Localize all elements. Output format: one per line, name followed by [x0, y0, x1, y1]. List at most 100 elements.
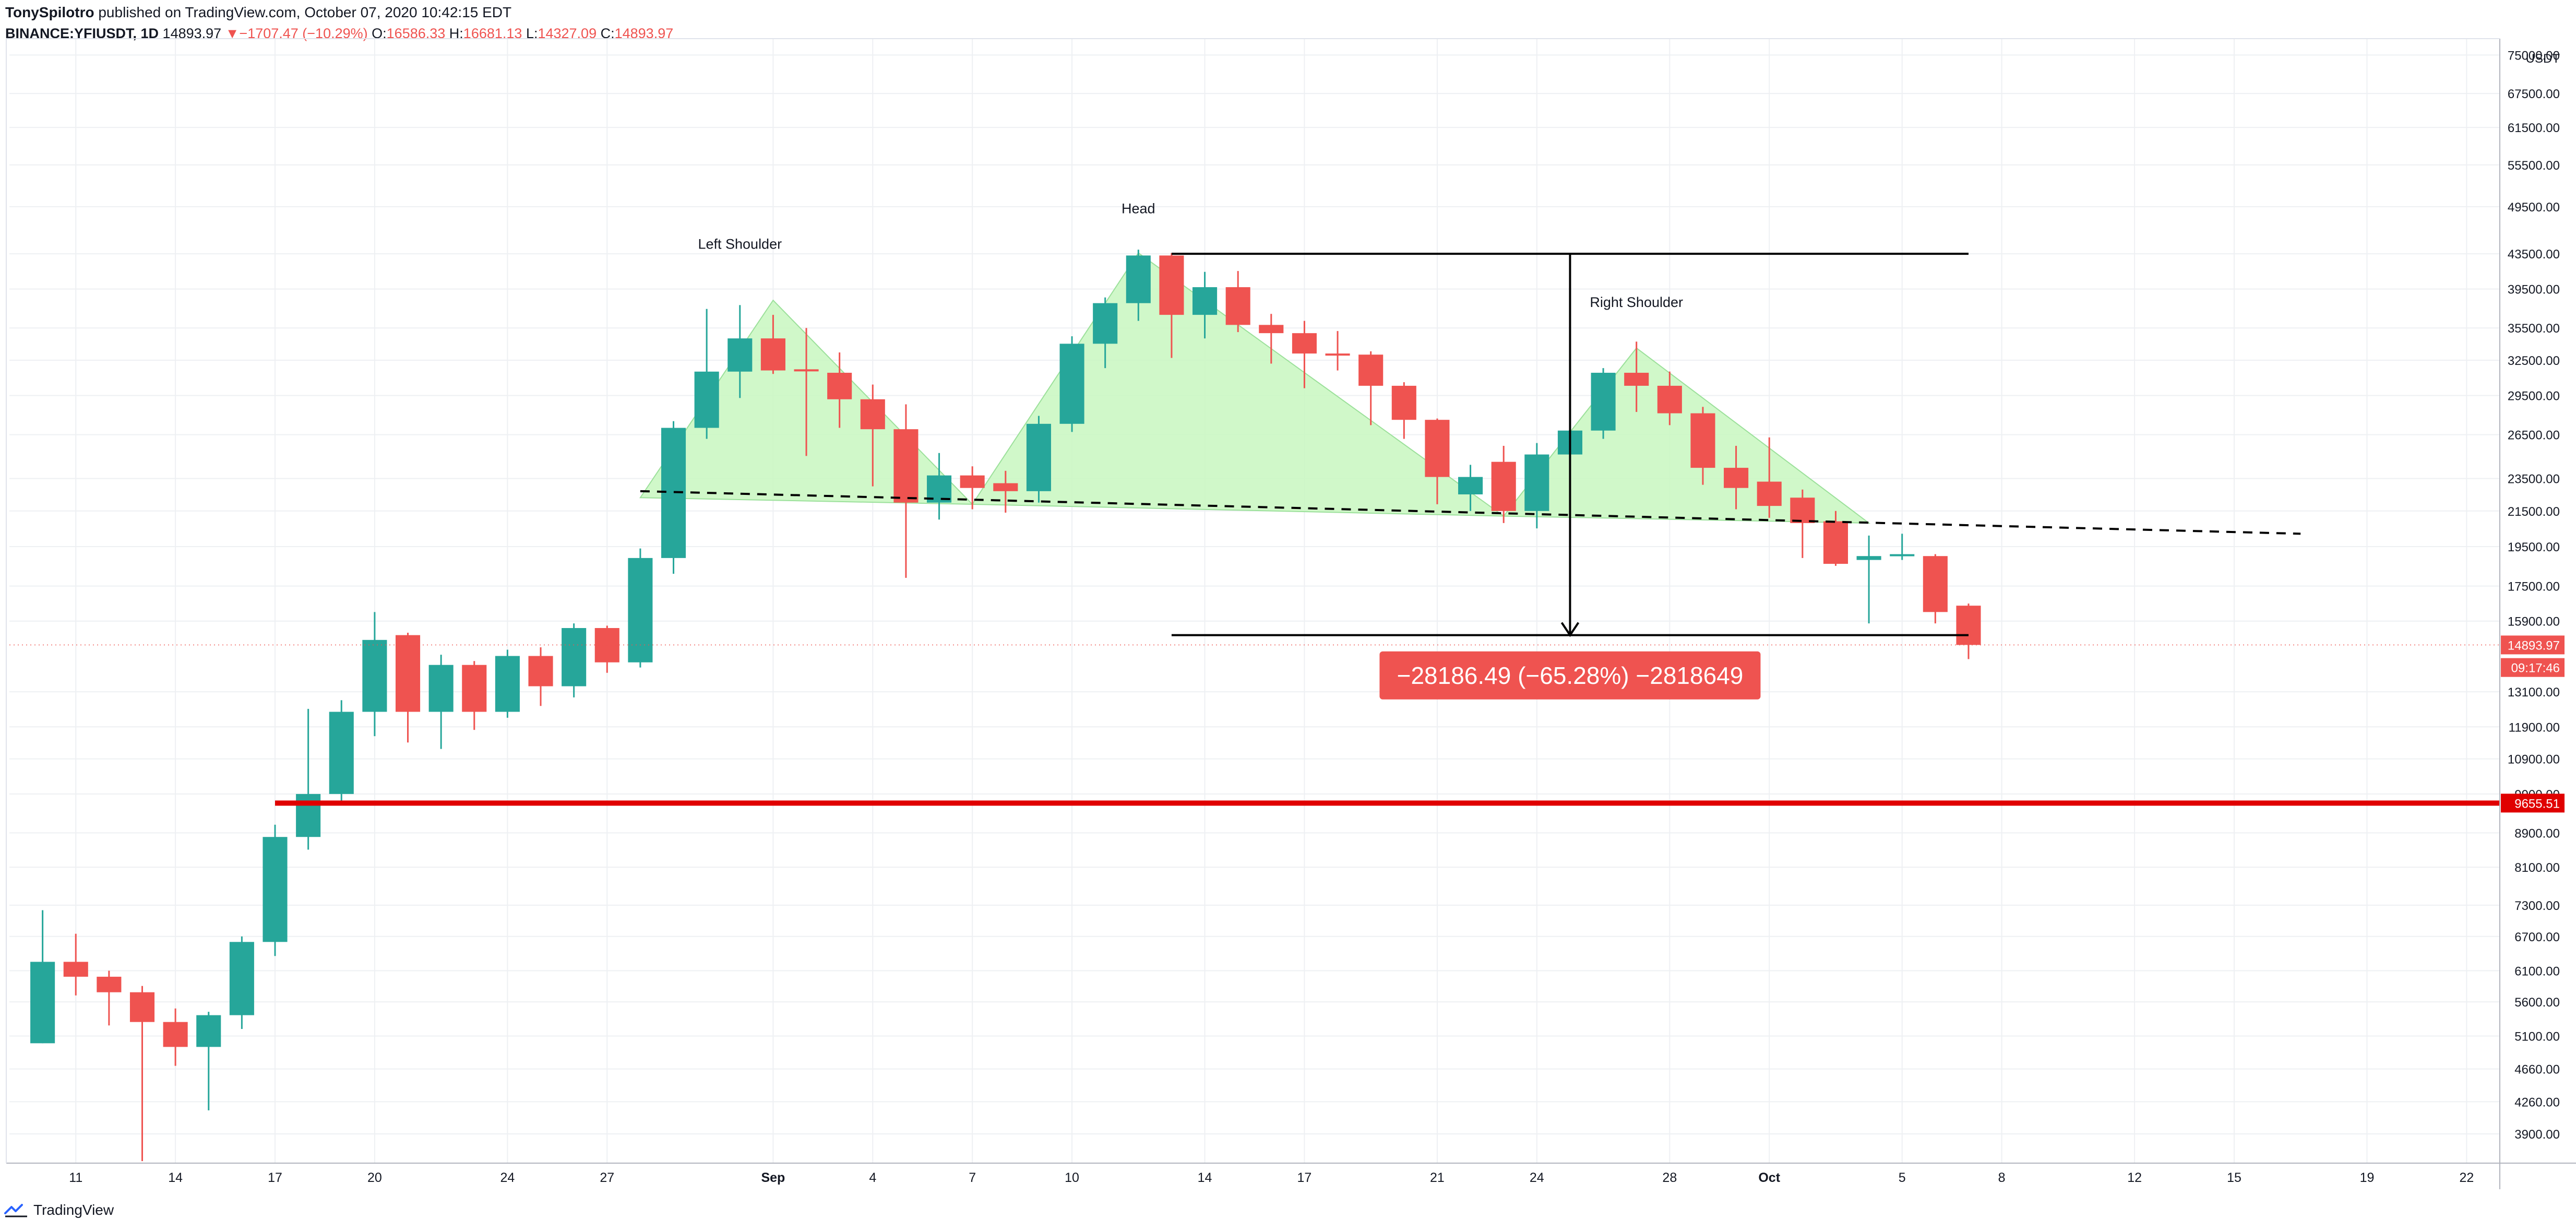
time-tick-label: Sep [761, 1170, 785, 1185]
low-label: L: [526, 26, 538, 41]
candle-body [1458, 477, 1483, 495]
candle-body [1956, 606, 1981, 645]
time-tick-label: 12 [2127, 1170, 2142, 1185]
candle-body [1724, 468, 1749, 488]
candle-body [528, 656, 553, 686]
price-badge [2501, 658, 2565, 677]
candle-body [97, 976, 122, 992]
price-tick-label: 29500.00 [2508, 389, 2560, 404]
measure-arrow-head [1560, 622, 1580, 637]
footer: TradingView [4, 1202, 114, 1218]
time-tick-label: 20 [367, 1170, 382, 1185]
candle-body [1391, 385, 1416, 420]
candle-body [694, 371, 719, 428]
time-tick-label: 28 [1662, 1170, 1677, 1185]
candle-body [760, 338, 785, 371]
candle-body [1591, 373, 1616, 431]
candle-body [1491, 461, 1516, 511]
time-tick-label: 8 [1998, 1170, 2006, 1185]
candle-body [628, 558, 653, 662]
price-tick-label: 8900.00 [2514, 826, 2560, 841]
price-tick-label: 19500.00 [2508, 540, 2560, 554]
price-badge [2501, 635, 2565, 655]
price-tick-label: 49500.00 [2508, 200, 2560, 215]
candle-body [428, 665, 454, 712]
candle-body [129, 992, 155, 1022]
candle-body [860, 399, 885, 430]
candle-body [263, 837, 288, 942]
candle-body [1624, 373, 1649, 386]
candle-body [229, 942, 254, 1015]
candle-body [1126, 255, 1151, 303]
candle-body [1890, 554, 1915, 557]
time-tick-label: 5 [1899, 1170, 1906, 1185]
price-tick-label: 21500.00 [2508, 505, 2560, 519]
price-badge-text: 9655.51 [2514, 797, 2560, 811]
candle-body [1524, 454, 1549, 511]
price-tick-label: 11900.00 [2509, 720, 2560, 735]
price-badge-text: 09:17:46 [2511, 661, 2560, 676]
candle-body [362, 640, 387, 712]
measure-label-box [1379, 651, 1761, 700]
candle-body [1059, 344, 1084, 424]
time-tick-label: 17 [268, 1170, 282, 1185]
price-tick-label: 13100.00 [2508, 685, 2560, 700]
candle-body [1325, 353, 1350, 356]
candle-body [1292, 333, 1317, 354]
candle-body [63, 962, 88, 977]
candle-body [495, 656, 520, 712]
currency-label: USDT [2526, 52, 2560, 66]
candle-body [1790, 498, 1815, 523]
candle-body [462, 665, 487, 712]
candle-body [1856, 556, 1881, 560]
chart-axes: 75000.00 67500.00 61500.00 55500.00 49500.00… [6, 38, 2576, 1189]
price-tick-label: 17500.00 [2508, 580, 2560, 594]
time-tick-label: 4 [869, 1170, 876, 1185]
candle-body [728, 338, 753, 372]
price-tick-label: 26500.00 [2508, 429, 2560, 443]
publish-date: published on TradingView.com, October 07… [98, 4, 512, 20]
price-tick-label: 67500.00 [2508, 87, 2560, 101]
candle-body [1757, 481, 1782, 506]
time-tick-label: 11 [69, 1170, 82, 1185]
footer-brand[interactable]: TradingView [33, 1202, 114, 1218]
price-tick-label: 55500.00 [2508, 159, 2560, 173]
chart-grid [9, 39, 2500, 1163]
price-tick-label: 35500.00 [2508, 322, 2560, 336]
price-tick-label: 23500.00 [2508, 472, 2560, 487]
time-tick-label: 14 [168, 1170, 183, 1185]
candle-body [329, 712, 354, 794]
candle-body [1225, 287, 1250, 325]
price-tick-label: 4660.00 [2514, 1063, 2560, 1077]
time-tick-label: Oct [1758, 1170, 1780, 1185]
price-tick-label: 7300.00 [2514, 899, 2560, 913]
time-tick-label: 17 [1297, 1170, 1312, 1185]
price-tick-label: 6100.00 [2514, 964, 2560, 978]
candle-body [163, 1022, 188, 1047]
price-tick-label: 61500.00 [2508, 121, 2560, 135]
tradingview-logo-icon[interactable] [4, 1202, 28, 1218]
time-tick-label: 10 [1065, 1170, 1079, 1185]
pattern-fill [639, 252, 1871, 524]
price-tick-label: 5100.00 [2514, 1030, 2560, 1044]
time-tick-label: 22 [2459, 1170, 2474, 1185]
price-badge-text: 14893.97 [2508, 638, 2560, 653]
candle-body [1159, 255, 1184, 315]
time-tick-label: 27 [600, 1170, 614, 1185]
author-name[interactable]: TonySpilotro [5, 4, 94, 20]
candle-body [1259, 325, 1284, 334]
candle-body [562, 628, 587, 686]
candle-body [1026, 423, 1051, 491]
time-tick-label: 19 [2360, 1170, 2375, 1185]
candle-body [30, 962, 55, 1044]
candle-body [1425, 420, 1450, 477]
price-tick-label: 8100.00 [2514, 861, 2560, 875]
time-tick-label: 24 [500, 1170, 515, 1185]
candle-body [1823, 521, 1848, 564]
candle-body [1923, 556, 1948, 612]
price-badge [2501, 794, 2565, 813]
price-tick-label: 75000.00 [2508, 49, 2560, 63]
time-tick-label: 15 [2227, 1170, 2241, 1185]
candle-body [1093, 303, 1118, 344]
